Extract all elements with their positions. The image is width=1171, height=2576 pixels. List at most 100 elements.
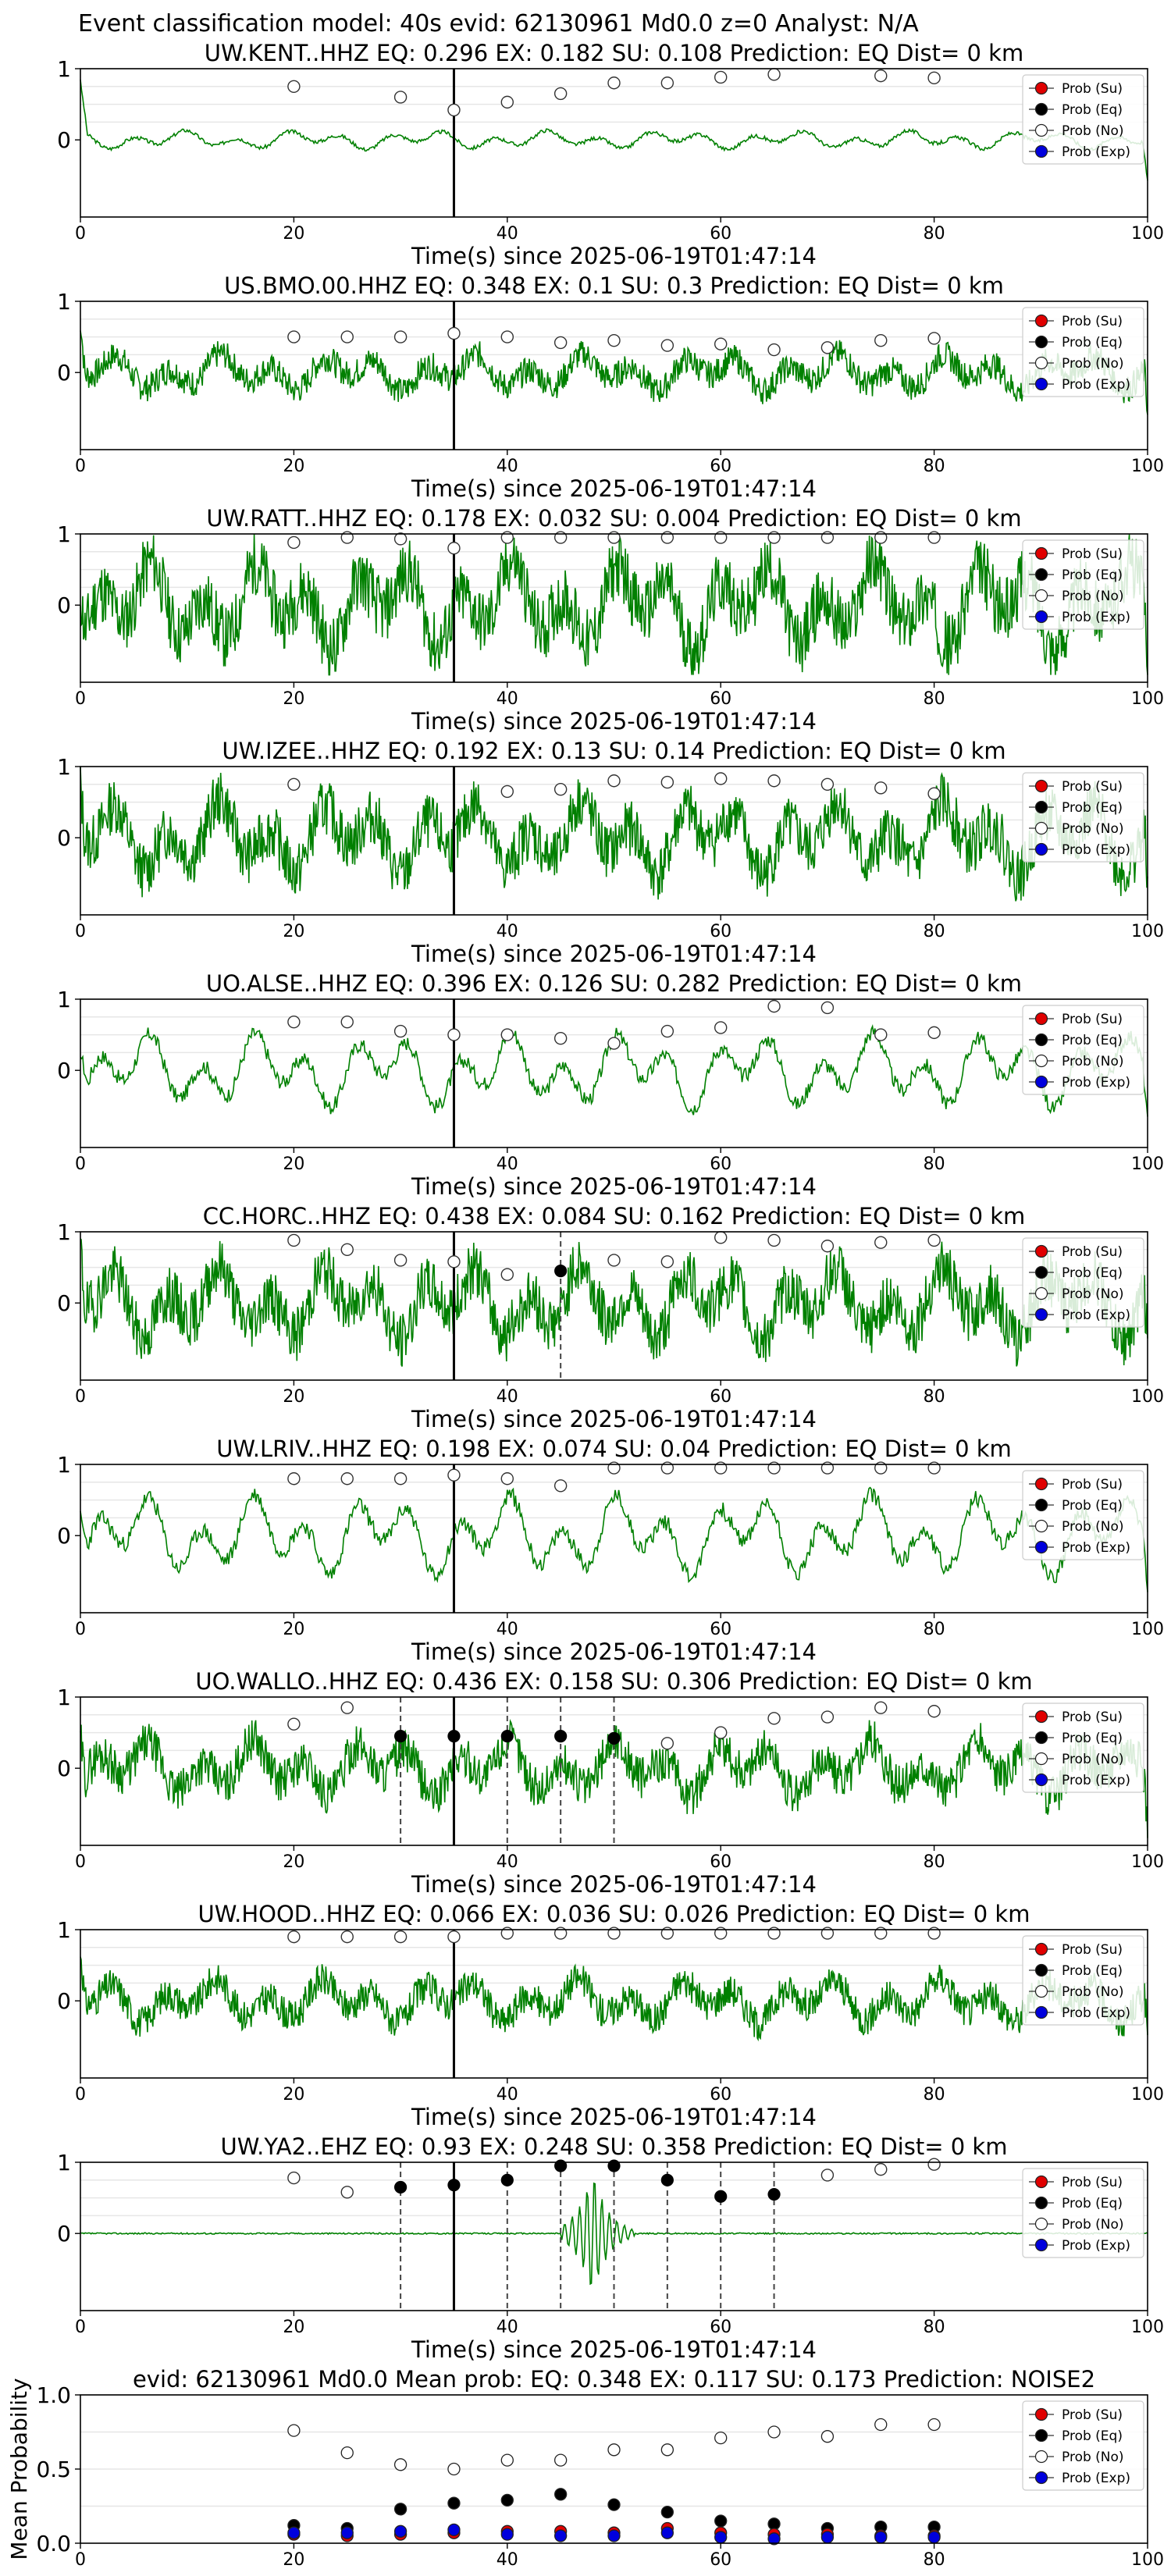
legend-marker	[1034, 589, 1048, 603]
prob-no-point	[767, 1461, 781, 1475]
mean-prob-point	[393, 2458, 408, 2471]
prob-no-point	[500, 1028, 514, 1041]
panel-1: UW.KENT..HHZ EQ: 0.296 EX: 0.182 SU: 0.1…	[57, 40, 1164, 269]
prob-no-point	[287, 535, 301, 550]
legend-marker	[1034, 1265, 1048, 1279]
legend-marker	[1034, 314, 1048, 328]
prob-no-point	[607, 1254, 621, 1267]
legend: Prob (Su) Prob (Eq) Prob (No) Prob (Exp)	[1022, 2400, 1144, 2491]
legend-marker	[1034, 1519, 1048, 1533]
panel-title: UO.ALSE..HHZ EQ: 0.396 EX: 0.126 SU: 0.2…	[206, 970, 1022, 997]
prob-eq-point	[554, 2159, 568, 2172]
legend-label: Prob (Su)	[1062, 2407, 1123, 2423]
y-tick-label: 1	[57, 1219, 71, 1245]
legend-label: Prob (Exp)	[1062, 2238, 1130, 2254]
legend-label: Prob (Su)	[1062, 1012, 1123, 1027]
legend-marker	[1034, 2005, 1048, 2019]
prob-no-point	[553, 1031, 568, 1045]
prob-no-point	[767, 68, 781, 81]
prob-no-point	[767, 343, 781, 357]
prob-no-point	[287, 1930, 301, 1944]
x-tick-label: 40	[497, 457, 518, 476]
y-tick-label: 0.5	[36, 2457, 71, 2482]
prob-no-point	[447, 1255, 461, 1268]
legend-box	[1022, 1470, 1144, 1560]
prob-no-point	[447, 326, 461, 340]
x-tick-label: 40	[497, 1155, 518, 1174]
prob-no-point	[660, 1461, 674, 1475]
x-tick-label: 60	[710, 1852, 731, 1872]
axes-frame	[80, 1231, 1148, 1381]
x-tick-label: 20	[283, 1620, 304, 1639]
legend-marker	[1034, 1540, 1048, 1554]
legend-box	[1022, 2168, 1144, 2258]
seismogram-trace	[80, 1238, 1148, 1367]
prob-no-point	[607, 333, 621, 347]
legend-label: Prob (Eq)	[1062, 1265, 1123, 1281]
panel-6: CC.HORC..HHZ EQ: 0.438 EX: 0.084 SU: 0.1…	[57, 1203, 1164, 1432]
panel-7: UW.LRIV..HHZ EQ: 0.198 EX: 0.074 SU: 0.0…	[57, 1436, 1164, 1665]
x-tick-label: 100	[1131, 2550, 1164, 2570]
prob-no-point	[820, 1710, 835, 1724]
prob-no-point	[767, 1233, 781, 1247]
prob-eq-point	[767, 2187, 781, 2201]
y-tick-label: 0	[57, 127, 71, 153]
prob-no-point	[820, 531, 835, 544]
panel-4: UW.IZEE..HHZ EQ: 0.192 EX: 0.13 SU: 0.14…	[57, 738, 1164, 967]
legend: Prob (Su) Prob (Eq) Prob (No) Prob (Exp)	[1022, 1005, 1144, 1095]
prob-no-point	[767, 1712, 781, 1725]
x-tick-label: 100	[1131, 1620, 1164, 1639]
y-tick-label: 1	[57, 1917, 71, 1943]
prob-no-point	[500, 330, 514, 343]
legend-label: Prob (Su)	[1062, 1477, 1123, 1493]
prob-no-point	[927, 1927, 941, 1940]
prob-no-point	[287, 1472, 301, 1485]
legend-label: Prob (Eq)	[1062, 2428, 1123, 2444]
prob-eq-point	[393, 1730, 408, 1743]
mean-prob-point	[500, 2453, 514, 2467]
prob-no-point	[927, 2158, 941, 2171]
panel-3: UW.RATT..HHZ EQ: 0.178 EX: 0.032 SU: 0.0…	[57, 505, 1164, 735]
legend-marker	[1034, 2238, 1048, 2252]
legend-label: Prob (Exp)	[1062, 1540, 1130, 1556]
mean-prob-point	[447, 2496, 461, 2510]
panel-title: US.BMO.00.HHZ EQ: 0.348 EX: 0.1 SU: 0.3 …	[224, 272, 1004, 299]
prob-no-point	[874, 1701, 888, 1714]
y-tick-label: 1	[57, 1452, 71, 1478]
y-tick-label: 0	[57, 1988, 71, 2014]
prob-no-point	[820, 1001, 835, 1015]
y-tick-label: 1	[57, 289, 71, 315]
legend: Prob (Su) Prob (Eq) Prob (No) Prob (Exp)	[1022, 74, 1144, 165]
x-tick-label: 0	[75, 2318, 86, 2337]
legend-label: Prob (Eq)	[1062, 568, 1123, 583]
prob-no-point	[447, 1468, 461, 1482]
x-tick-label: 20	[283, 1155, 304, 1174]
legend-label: Prob (Exp)	[1062, 1308, 1130, 1323]
x-tick-label: 20	[283, 457, 304, 476]
prob-no-point	[927, 531, 941, 544]
x-tick-label: 60	[710, 689, 731, 709]
x-tick-label: 40	[497, 2550, 518, 2570]
mean-prob-point	[660, 2526, 674, 2539]
x-tick-label: 20	[283, 1387, 304, 1407]
panel-title: UW.LRIV..HHZ EQ: 0.198 EX: 0.074 SU: 0.0…	[216, 1436, 1012, 1462]
mean-prob-point	[500, 2493, 514, 2507]
x-tick-label: 40	[497, 2085, 518, 2105]
axes-frame	[80, 1929, 1148, 2079]
legend-label: Prob (Eq)	[1062, 1498, 1123, 1514]
legend-box	[1022, 307, 1144, 397]
prob-no-point	[874, 1927, 888, 1940]
y-tick-label: 0	[57, 592, 71, 618]
legend-label: Prob (No)	[1062, 2450, 1124, 2465]
prob-no-point	[500, 785, 514, 799]
legend: Prob (Su) Prob (Eq) Prob (No) Prob (Exp)	[1022, 1237, 1144, 1328]
mean-prob-point	[554, 2453, 568, 2467]
x-tick-label: 80	[924, 224, 945, 244]
axes-frame	[80, 1464, 1148, 1614]
x-tick-label: 0	[75, 224, 86, 244]
legend-marker	[1034, 1984, 1048, 1998]
prob-no-point	[874, 781, 888, 795]
legend-label: Prob (Eq)	[1062, 335, 1123, 350]
prob-no-point	[927, 71, 941, 85]
prob-no-point	[287, 1233, 301, 1247]
